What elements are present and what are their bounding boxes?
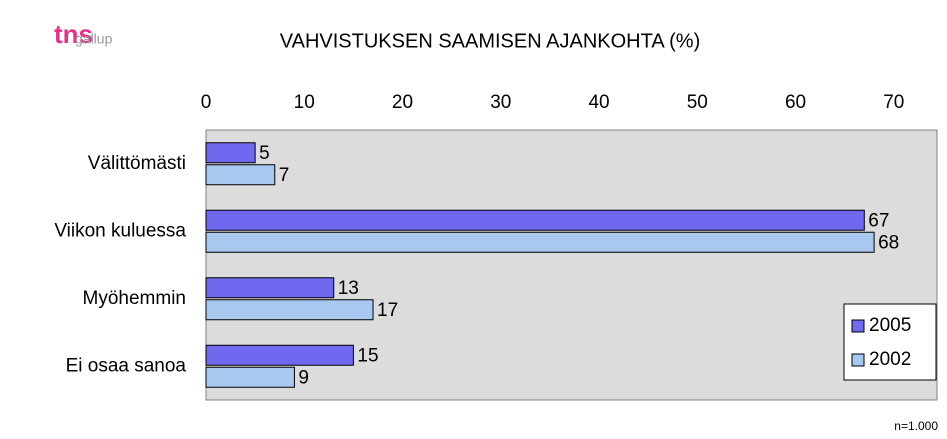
note: n=1.000 [894,419,938,433]
x-tick-label: 20 [392,92,413,113]
legend-label: 2005 [869,315,911,336]
value-label: 5 [259,143,270,164]
x-tick-label: 30 [490,92,511,113]
value-label: 68 [878,232,899,253]
bar [205,231,875,253]
legend-swatch [851,353,865,367]
legend-label: 2002 [869,349,911,370]
x-tick-label: 10 [294,92,315,113]
value-label: 17 [377,300,398,321]
y-tick-label: Ei osaa sanoa [66,355,187,376]
chart-title: VAHVISTUKSEN SAAMISEN AJANKOHTA (%) [280,30,700,52]
value-label: 13 [338,278,359,299]
logo-brand: tns [54,19,93,49]
x-tick-label: 50 [687,92,708,113]
bar [205,142,256,164]
y-tick-label: Viikon kuluessa [54,220,186,241]
bar [205,366,295,388]
x-tick-label: 40 [588,92,609,113]
legend-box [843,303,937,381]
bar [205,209,865,231]
value-label: 7 [279,165,290,186]
bar [205,277,335,299]
value-label: 15 [357,345,378,366]
x-tick-label: 60 [785,92,806,113]
bar [205,299,374,321]
legend-swatch [851,319,865,333]
y-tick-label: Myöhemmin [83,288,186,309]
x-tick-label: 70 [883,92,904,113]
bar [205,164,276,186]
y-tick-label: Välittömästi [88,153,186,174]
value-label: 9 [298,367,309,388]
bar [205,344,354,366]
x-tick-label: 0 [201,92,212,113]
logo-sub: gallup [75,31,113,47]
value-label: 67 [868,210,889,231]
